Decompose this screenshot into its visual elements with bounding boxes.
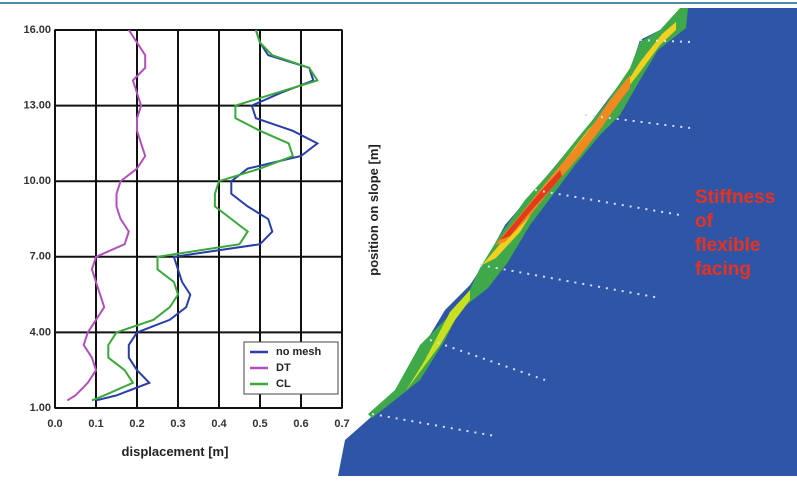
annotation: of (695, 211, 714, 232)
legend-label: DT (276, 362, 291, 374)
x-tick-label: 0.4 (211, 418, 227, 430)
legend-label: no mesh (276, 346, 322, 358)
x-tick-label: 0.1 (88, 418, 103, 430)
x-tick-label: 0.2 (129, 418, 144, 430)
x-tick-label: 0.7 (334, 418, 349, 430)
legend-label: CL (276, 378, 291, 390)
x-tick-label: 0.6 (293, 418, 308, 430)
y-tick-label: 1.00 (30, 402, 51, 414)
y-tick-label: 7.00 (30, 251, 51, 263)
y-tick-label: 16.00 (23, 24, 51, 36)
y-tick-label: 4.00 (30, 326, 51, 338)
x-tick-label: 0.3 (170, 418, 185, 430)
annotation: flexible (695, 235, 760, 256)
figure: Stiffness of flexible facing displacemen… (0, 0, 797, 486)
x-tick-label: 0.0 (47, 418, 62, 430)
annotation: facing (695, 259, 751, 280)
y-axis-label: position on slope [m] (366, 144, 381, 275)
annotation: Stiffness (695, 187, 775, 208)
x-axis-label: displacement [m] (122, 444, 229, 459)
y-tick-label: 10.00 (23, 175, 51, 187)
y-tick-label: 13.00 (23, 100, 51, 112)
x-tick-label: 0.5 (252, 418, 267, 430)
